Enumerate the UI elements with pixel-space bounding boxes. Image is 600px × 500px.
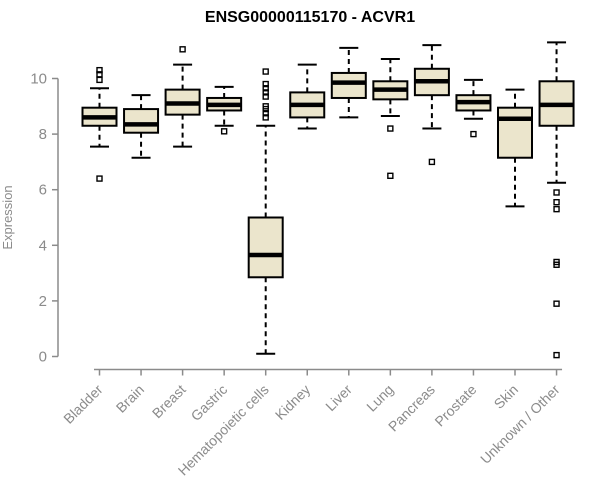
box-bladder: [81, 66, 118, 182]
outlier-point: [262, 68, 269, 75]
y-tick-label: 10: [30, 71, 47, 88]
outlier-point: [96, 175, 103, 182]
outlier-point: [553, 205, 560, 213]
x-tick-label: Liver: [322, 381, 355, 414]
outlier-point: [262, 93, 269, 100]
y-tick-label: 6: [39, 182, 47, 199]
box-breast: [164, 46, 201, 148]
y-tick-label: 0: [39, 349, 47, 366]
outlier-point: [179, 46, 186, 53]
outlier-point: [553, 300, 560, 307]
outlier-point: [553, 189, 560, 196]
outlier-point: [553, 199, 560, 206]
box-prostate: [455, 78, 492, 138]
y-tick-label: 4: [39, 237, 47, 254]
outlier-point: [262, 114, 269, 121]
y-tick-label: 8: [39, 126, 47, 143]
outlier-point: [262, 89, 269, 96]
outlier-point: [220, 128, 228, 135]
outlier-point: [553, 261, 560, 268]
box-brain: [123, 94, 160, 159]
outlier-point: [553, 351, 560, 359]
x-tick-label: Skin: [491, 381, 522, 412]
box-kidney: [289, 63, 326, 130]
box-gastric: [206, 85, 243, 135]
iqr-box: [123, 108, 160, 134]
box-unknown-other: [538, 41, 575, 359]
x-tick-label: Prostate: [431, 381, 479, 429]
outlier-point: [262, 85, 269, 92]
box-skin: [497, 88, 533, 208]
y-axis-title: Expression: [0, 185, 15, 249]
outlier-point: [96, 66, 103, 74]
iqr-box: [330, 71, 367, 99]
x-tick-label: Brain: [113, 381, 147, 415]
outlier-point: [262, 110, 269, 117]
iqr-box: [497, 106, 533, 159]
x-tick-label: Unknown / Other: [477, 381, 563, 467]
box-pancreas: [413, 44, 450, 166]
iqr-box: [247, 216, 284, 279]
outlier-point: [387, 125, 394, 132]
outlier-point: [428, 158, 436, 166]
outlier-point: [262, 105, 269, 113]
outlier-point: [262, 80, 269, 88]
x-tick-label: Bladder: [60, 381, 106, 427]
outlier-point: [470, 130, 477, 138]
box-hematopoietic-cells: [247, 68, 284, 355]
x-tick-label: Kidney: [272, 381, 314, 423]
outlier-point: [96, 76, 103, 84]
box-liver: [330, 46, 367, 119]
y-tick-label: 2: [39, 293, 47, 310]
outlier-point: [387, 172, 394, 180]
box-lung: [372, 58, 409, 180]
x-tick-label: Breast: [149, 381, 189, 421]
x-tick-label: Lung: [363, 381, 396, 414]
chart-title: ENSG00000115170 - ACVR1: [204, 9, 416, 26]
